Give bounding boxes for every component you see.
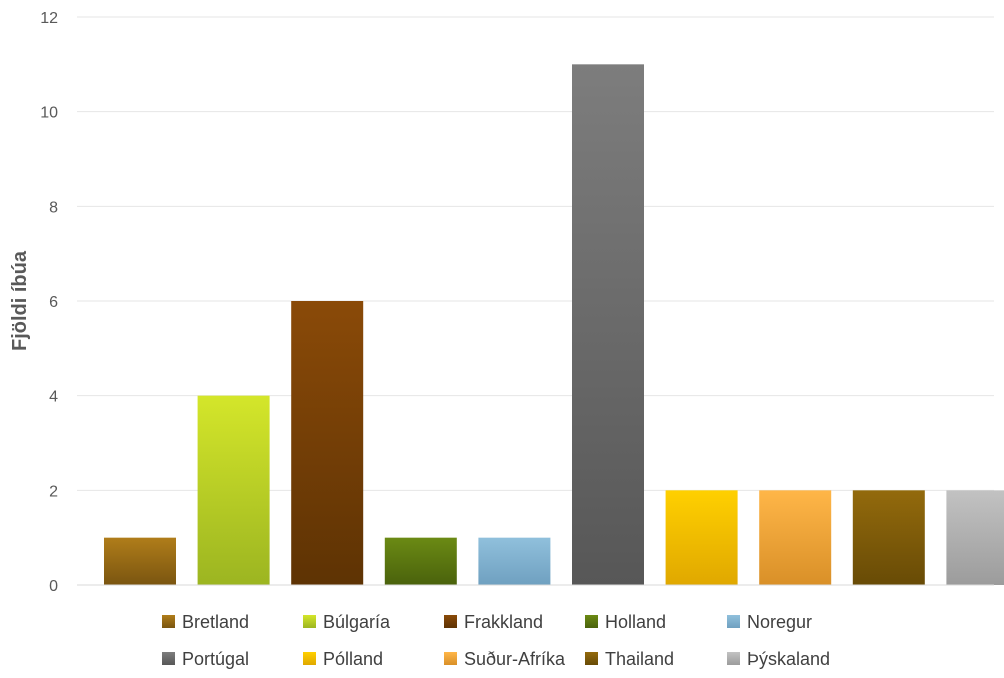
legend-label: Thailand xyxy=(605,649,674,669)
bar-frakkland xyxy=(291,301,364,585)
y-tick-label: 6 xyxy=(49,294,58,311)
y-tick-label: 10 xyxy=(40,105,58,122)
bar--skaland xyxy=(946,490,1004,585)
legend-swatch xyxy=(303,615,316,628)
legend-label: Bretland xyxy=(182,612,249,632)
bar-noregur xyxy=(478,537,551,585)
bar-holland xyxy=(384,537,457,585)
legend-label: Frakkland xyxy=(464,612,543,632)
legend-label: Suður-Afríka xyxy=(464,649,566,669)
legend-label: Pólland xyxy=(323,649,383,669)
bar-port-gal xyxy=(572,64,644,586)
legend-swatch xyxy=(444,652,457,665)
bar-b-lgar-a xyxy=(197,395,270,585)
legend-swatch xyxy=(162,652,175,665)
legend-swatch xyxy=(444,615,457,628)
legend-swatch xyxy=(727,652,740,665)
y-tick-label: 2 xyxy=(49,483,58,500)
y-tick-label: 0 xyxy=(49,578,58,595)
legend-swatch xyxy=(727,615,740,628)
legend-label: Noregur xyxy=(747,612,812,632)
legend-label: Búlgaría xyxy=(323,612,391,632)
legend-swatch xyxy=(303,652,316,665)
y-tick-label: 8 xyxy=(49,199,58,216)
legend-label: Þýskaland xyxy=(747,649,830,669)
y-tick-label: 4 xyxy=(49,389,58,406)
legend: Bretland Búlgaría Frakkland Holland Noregur P… xyxy=(162,612,830,669)
y-tick-label: 12 xyxy=(40,10,58,27)
bar-su-ur-afr-ka xyxy=(759,490,832,585)
bars xyxy=(104,64,1004,586)
y-axis-label: Fjöldi íbúa xyxy=(9,250,31,351)
bar-bretland xyxy=(104,537,176,585)
legend-label: Portúgal xyxy=(182,649,249,669)
y-axis-ticks: 0 2 4 6 8 10 12 xyxy=(40,10,58,595)
legend-swatch xyxy=(585,615,598,628)
legend-label: Holland xyxy=(605,612,666,632)
legend-swatch xyxy=(162,615,175,628)
bar-p-lland xyxy=(665,490,738,585)
legend-swatch xyxy=(585,652,598,665)
bar-thailand xyxy=(852,490,925,585)
